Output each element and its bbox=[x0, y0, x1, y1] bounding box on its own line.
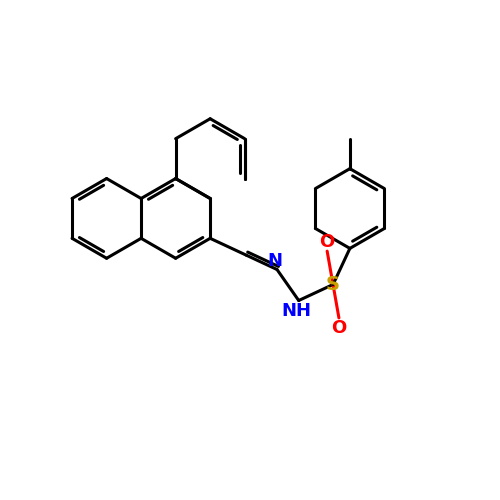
Text: NH: NH bbox=[282, 302, 312, 320]
Text: O: O bbox=[332, 318, 346, 336]
Text: O: O bbox=[320, 234, 335, 252]
Text: S: S bbox=[326, 275, 340, 294]
Text: N: N bbox=[267, 252, 282, 270]
